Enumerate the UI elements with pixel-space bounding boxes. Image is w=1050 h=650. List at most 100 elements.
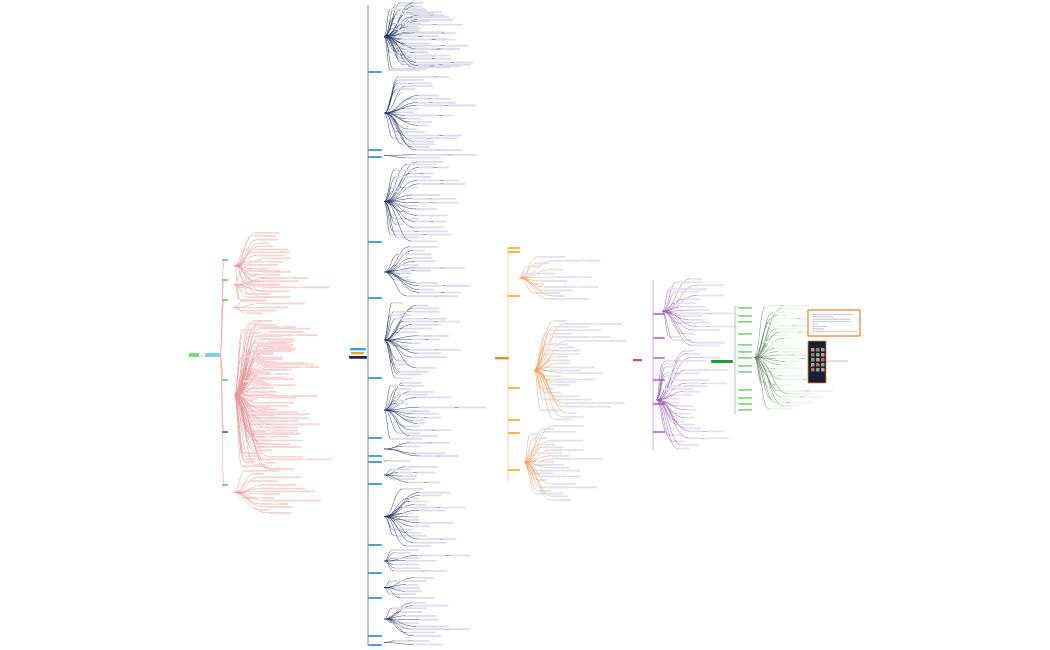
leaf-node[interactable] <box>397 88 416 90</box>
image-text-line[interactable] <box>812 321 851 322</box>
leaf-node[interactable] <box>243 458 272 461</box>
leaf-node[interactable] <box>413 13 435 15</box>
leaf-node[interactable] <box>257 376 283 379</box>
leaf-node[interactable] <box>247 390 277 393</box>
leaf-node[interactable] <box>393 137 427 140</box>
leaf-node[interactable] <box>444 179 460 182</box>
leaf-node[interactable] <box>419 618 439 621</box>
leaf-node[interactable] <box>686 409 697 411</box>
leaf-node[interactable] <box>597 339 627 342</box>
leaf-node[interactable] <box>263 493 280 495</box>
leaf-node[interactable] <box>562 415 585 418</box>
leaf-node[interactable] <box>452 154 478 156</box>
leaf-node[interactable] <box>262 396 297 399</box>
leaf-node[interactable] <box>243 300 266 302</box>
leaf-node[interactable] <box>405 615 437 617</box>
image-text-line[interactable] <box>812 314 853 315</box>
leaf-node[interactable] <box>677 359 707 362</box>
leaf-node[interactable] <box>410 172 420 175</box>
leaf-node[interactable] <box>552 425 585 427</box>
leaf-node[interactable] <box>394 640 408 642</box>
leaf-node[interactable] <box>266 338 295 341</box>
leaf-node[interactable] <box>269 330 304 333</box>
root-node[interactable] <box>189 353 199 357</box>
leaf-node[interactable] <box>288 302 305 305</box>
branch-node[interactable] <box>222 299 228 301</box>
leaf-node[interactable] <box>261 497 274 499</box>
leaf-node[interactable] <box>545 332 574 335</box>
leaf-node[interactable] <box>252 349 268 351</box>
leaf-node[interactable] <box>525 272 557 275</box>
leaf-node[interactable] <box>307 458 333 461</box>
leaf-node[interactable] <box>549 375 562 378</box>
leaf-node[interactable] <box>400 393 429 396</box>
leaf-node[interactable] <box>440 455 459 457</box>
leaf-node[interactable] <box>300 286 330 289</box>
leaf-node[interactable] <box>394 91 404 94</box>
leaf-node[interactable] <box>400 611 423 613</box>
branch-node[interactable] <box>738 365 752 367</box>
leaf-node[interactable] <box>242 409 266 412</box>
leaf-node[interactable] <box>530 472 554 475</box>
leaf-node[interactable] <box>539 443 555 446</box>
leaf-node[interactable] <box>551 454 570 457</box>
leaf-node[interactable] <box>267 512 292 514</box>
leaf-node[interactable] <box>394 534 428 537</box>
branch-node[interactable] <box>653 431 665 433</box>
leaf-node[interactable] <box>412 146 431 149</box>
leaf-node[interactable] <box>441 149 463 151</box>
leaf-node[interactable] <box>697 294 725 297</box>
branch-node[interactable] <box>738 371 752 373</box>
leaf-node[interactable] <box>395 402 409 405</box>
leaf-node[interactable] <box>244 470 280 472</box>
leaf-node[interactable] <box>242 380 265 383</box>
leaf-node[interactable] <box>431 97 451 100</box>
leaf-node[interactable] <box>419 288 435 291</box>
leaf-node[interactable] <box>563 323 591 325</box>
leaf-node[interactable] <box>458 406 487 409</box>
leaf-node[interactable] <box>674 388 694 390</box>
leaf-node[interactable] <box>398 82 408 85</box>
leaf-node[interactable] <box>253 342 270 345</box>
leaf-node[interactable] <box>400 9 428 12</box>
leaf-node[interactable] <box>553 259 582 262</box>
leaf-node[interactable] <box>411 310 440 313</box>
leaf-node[interactable] <box>393 68 428 70</box>
leaf-node[interactable] <box>417 20 431 23</box>
leaf-node[interactable] <box>405 544 431 547</box>
leaf-node[interactable] <box>679 372 700 375</box>
leaf-node[interactable] <box>551 466 570 469</box>
leaf-node[interactable] <box>419 183 440 185</box>
leaf-node[interactable] <box>392 302 404 304</box>
root-node[interactable] <box>495 357 509 360</box>
leaf-node[interactable] <box>454 61 474 64</box>
leaf-node[interactable] <box>403 57 432 60</box>
branch-node[interactable] <box>738 307 752 309</box>
leaf-node[interactable] <box>402 506 437 509</box>
leaf-node[interactable] <box>405 590 422 593</box>
leaf-node[interactable] <box>554 381 576 383</box>
leaf-node[interactable] <box>783 404 800 407</box>
leaf-node[interactable] <box>530 469 561 472</box>
leaf-node[interactable] <box>260 503 272 505</box>
leaf-node[interactable] <box>534 283 544 285</box>
leaf-node[interactable] <box>669 385 684 387</box>
leaf-node[interactable] <box>261 411 299 414</box>
leaf-node[interactable] <box>398 471 414 474</box>
leaf-node[interactable] <box>398 76 434 78</box>
app-thumbnail[interactable] <box>811 358 815 362</box>
leaf-node[interactable] <box>695 341 726 344</box>
leaf-node[interactable] <box>402 327 433 330</box>
leaf-node[interactable] <box>666 401 679 404</box>
leaf-node[interactable] <box>398 79 425 81</box>
leaf-node[interactable] <box>433 201 459 204</box>
leaf-node[interactable] <box>662 363 679 366</box>
leaf-node[interactable] <box>427 416 442 419</box>
leaf-node[interactable] <box>249 374 259 377</box>
branch-node[interactable] <box>508 295 520 297</box>
leaf-node[interactable] <box>402 143 436 146</box>
leaf-node[interactable] <box>405 114 439 117</box>
leaf-node[interactable] <box>405 156 441 159</box>
leaf-node[interactable] <box>437 166 449 169</box>
leaf-node[interactable] <box>689 437 701 440</box>
